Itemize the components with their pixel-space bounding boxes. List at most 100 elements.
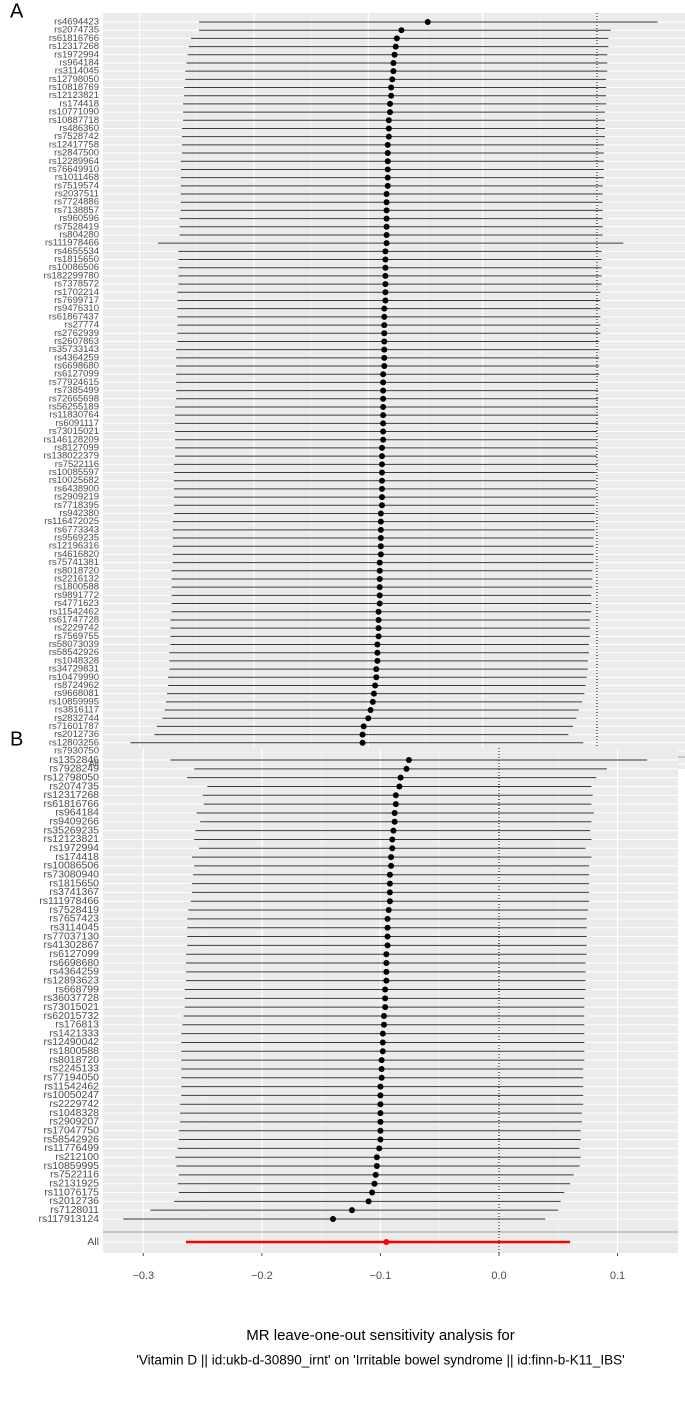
point <box>381 330 388 337</box>
y-tick-label: rs4694423 <box>54 17 99 28</box>
point <box>382 1004 389 1011</box>
point <box>377 1101 384 1108</box>
y-tick-label: rs10085597 <box>49 467 99 478</box>
point <box>386 889 393 896</box>
y-tick-label: rs6438900 <box>54 483 99 494</box>
point <box>382 281 389 288</box>
y-tick-label: rs9668081 <box>54 688 99 699</box>
point <box>377 535 384 542</box>
y-tick-label: rs964184 <box>55 807 99 819</box>
point <box>374 641 381 648</box>
point <box>376 567 383 574</box>
point <box>384 924 391 931</box>
point <box>378 477 385 484</box>
point <box>369 1189 376 1196</box>
y-tick-label: rs34729831 <box>49 664 99 675</box>
y-tick-label: rs1421333 <box>49 1027 99 1039</box>
point <box>379 1030 386 1037</box>
y-tick-label: rs2074735 <box>49 780 99 792</box>
point <box>384 174 391 181</box>
point <box>381 346 388 353</box>
y-tick-label: rs4655534 <box>54 246 99 257</box>
y-tick-label: rs12123821 <box>49 90 99 101</box>
point <box>377 526 384 533</box>
y-tick-label: rs11776499 <box>44 1142 99 1154</box>
y-tick-label: rs2832744 <box>54 713 99 724</box>
x-axis-title: MR leave-one-out sensitivity analysis fo… <box>246 1327 514 1344</box>
y-tick-label: rs27774 <box>65 320 99 331</box>
point <box>382 995 389 1002</box>
y-tick-label: rs7528742 <box>54 131 99 142</box>
y-tick-label: rs73015021 <box>49 426 99 437</box>
y-tick-label: rs12123821 <box>44 833 100 845</box>
point <box>383 977 390 984</box>
y-tick-label: rs12317268 <box>44 789 100 801</box>
point <box>378 1074 385 1081</box>
point <box>381 313 388 320</box>
y-tick-label: rs111978466 <box>45 238 99 249</box>
point <box>383 951 390 958</box>
y-tick-label: rs36037728 <box>44 992 100 1004</box>
point <box>386 109 393 116</box>
y-tick-label: rs73015021 <box>44 1001 100 1013</box>
point <box>373 674 380 681</box>
point <box>377 518 384 525</box>
y-tick-label: rs2909219 <box>54 492 99 503</box>
point <box>370 690 377 697</box>
y-tick-label: rs8018720 <box>49 1054 99 1066</box>
y-tick-label: rs2216132 <box>54 574 99 585</box>
point <box>376 1145 383 1152</box>
y-tick-label: rs56255189 <box>49 401 99 412</box>
y-tick-label: rs61867437 <box>49 311 99 322</box>
point <box>384 915 391 922</box>
y-tick-label: rs2229742 <box>54 623 99 634</box>
y-tick-label: rs1815650 <box>54 254 99 265</box>
point <box>380 420 387 427</box>
y-tick-label: rs176813 <box>55 1019 99 1031</box>
y-tick-label: rs6127099 <box>54 369 99 380</box>
point <box>377 1110 384 1117</box>
point <box>365 1198 372 1205</box>
point <box>380 403 387 410</box>
point <box>374 649 381 656</box>
point <box>391 809 398 816</box>
x-tick-label: 0.1 <box>610 1270 625 1282</box>
point <box>376 575 383 582</box>
panel-letter: B <box>10 728 23 750</box>
point <box>330 1216 336 1222</box>
y-tick-label: rs8127099 <box>54 442 99 453</box>
point <box>385 907 392 914</box>
y-tick-label: rs9409266 <box>49 816 99 828</box>
y-tick-label: rs12289964 <box>49 156 99 167</box>
point <box>392 801 399 808</box>
y-tick-label: rs75741381 <box>49 557 99 568</box>
y-tick-label: rs7699717 <box>54 295 99 306</box>
y-tick-label: rs111978466 <box>39 895 99 907</box>
point <box>378 1065 385 1072</box>
y-tick-label: rs7522116 <box>50 1169 99 1181</box>
point <box>383 231 390 238</box>
y-tick-label: rs12317268 <box>49 41 99 52</box>
y-tick-label: rs2131925 <box>49 1177 99 1189</box>
point <box>375 633 382 640</box>
y-tick-label: rs9476310 <box>54 303 99 314</box>
y-tick-label: rs2607863 <box>54 336 99 347</box>
y-tick-label: rs10050247 <box>44 1089 100 1101</box>
y-tick-label: rs12893623 <box>44 974 100 986</box>
y-tick-label: rs4616820 <box>54 549 99 560</box>
point <box>377 1092 384 1099</box>
point <box>375 616 382 623</box>
y-tick-label: rs11542462 <box>44 1080 99 1092</box>
point <box>379 1048 386 1055</box>
point <box>392 43 399 50</box>
y-tick-label: rs10859995 <box>44 1160 100 1172</box>
y-tick-label: rs6127099 <box>49 948 99 960</box>
point <box>348 1207 355 1214</box>
y-tick-label: rs2229742 <box>49 1098 99 1110</box>
point <box>384 158 391 165</box>
point <box>377 1118 384 1125</box>
y-tick-label: rs7138857 <box>54 205 99 216</box>
x-axis-title: 'Vitamin D || id:ukb-d-30890_irnt' on 'I… <box>136 1353 624 1368</box>
y-tick-label: rs7928249 <box>49 763 99 775</box>
